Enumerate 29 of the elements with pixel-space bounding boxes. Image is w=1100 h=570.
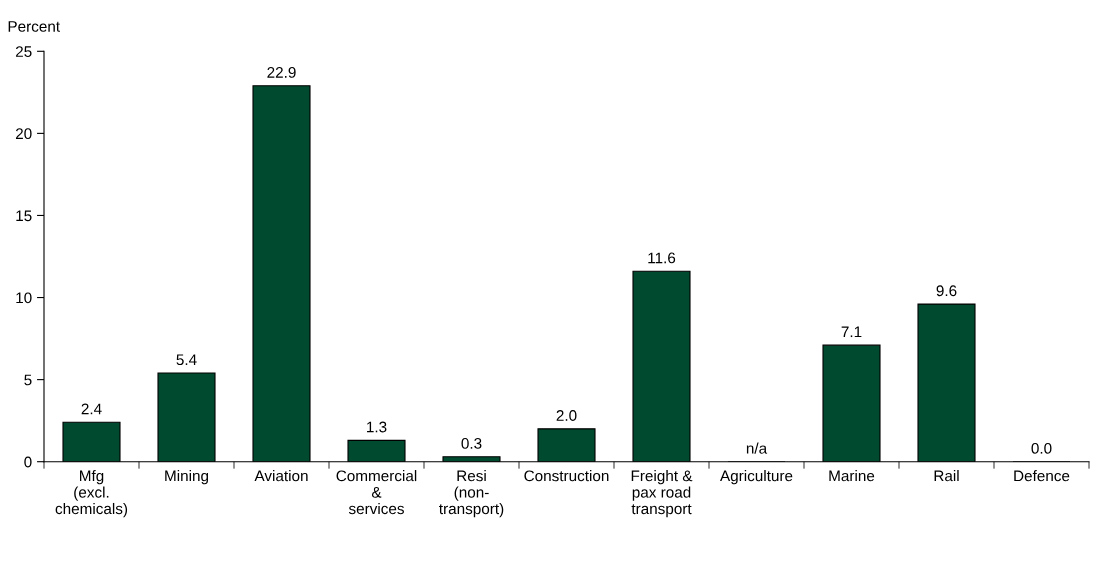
data-label: 11.6 — [648, 252, 676, 264]
x-tick-label: Defence — [1014, 470, 1070, 482]
x-tick-label: Commercial & services — [336, 470, 417, 515]
y-tick-label: 0 — [24, 456, 32, 468]
data-label: 22.9 — [267, 67, 296, 78]
x-tick-label: Marine — [829, 470, 875, 482]
y-tick-label: 15 — [16, 210, 32, 222]
data-label: 9.6 — [936, 285, 957, 297]
x-tick-label: Construction — [524, 470, 609, 482]
x-tick-label: Mfg (excl. chemicals) — [55, 470, 128, 518]
y-tick-label: 25 — [15, 46, 32, 57]
data-label: 0.0 — [1031, 442, 1052, 454]
x-tick-label: Aviation — [254, 470, 308, 482]
data-label: 1.3 — [367, 421, 387, 433]
data-label: 2.4 — [81, 403, 102, 415]
x-tick-label: Rail — [934, 470, 959, 482]
data-label: 7.1 — [841, 326, 862, 338]
y-tick-label: 10 — [16, 292, 32, 304]
data-label: 0.3 — [461, 438, 482, 449]
text: n/a — [746, 442, 768, 454]
x-tick-label: Freight & pax road transport — [631, 470, 693, 518]
x-tick-label: Agriculture — [720, 470, 793, 485]
data-label: 5.4 — [176, 354, 197, 366]
y-tick-label: 5 — [24, 374, 32, 386]
y-tick-label: 20 — [15, 128, 32, 140]
x-tick-label: Resi (non- transport) — [439, 470, 504, 518]
data-label: 2.0 — [556, 410, 577, 421]
x-tick-label: Mining — [165, 470, 209, 485]
y-axis-title: Percent — [8, 21, 60, 32]
